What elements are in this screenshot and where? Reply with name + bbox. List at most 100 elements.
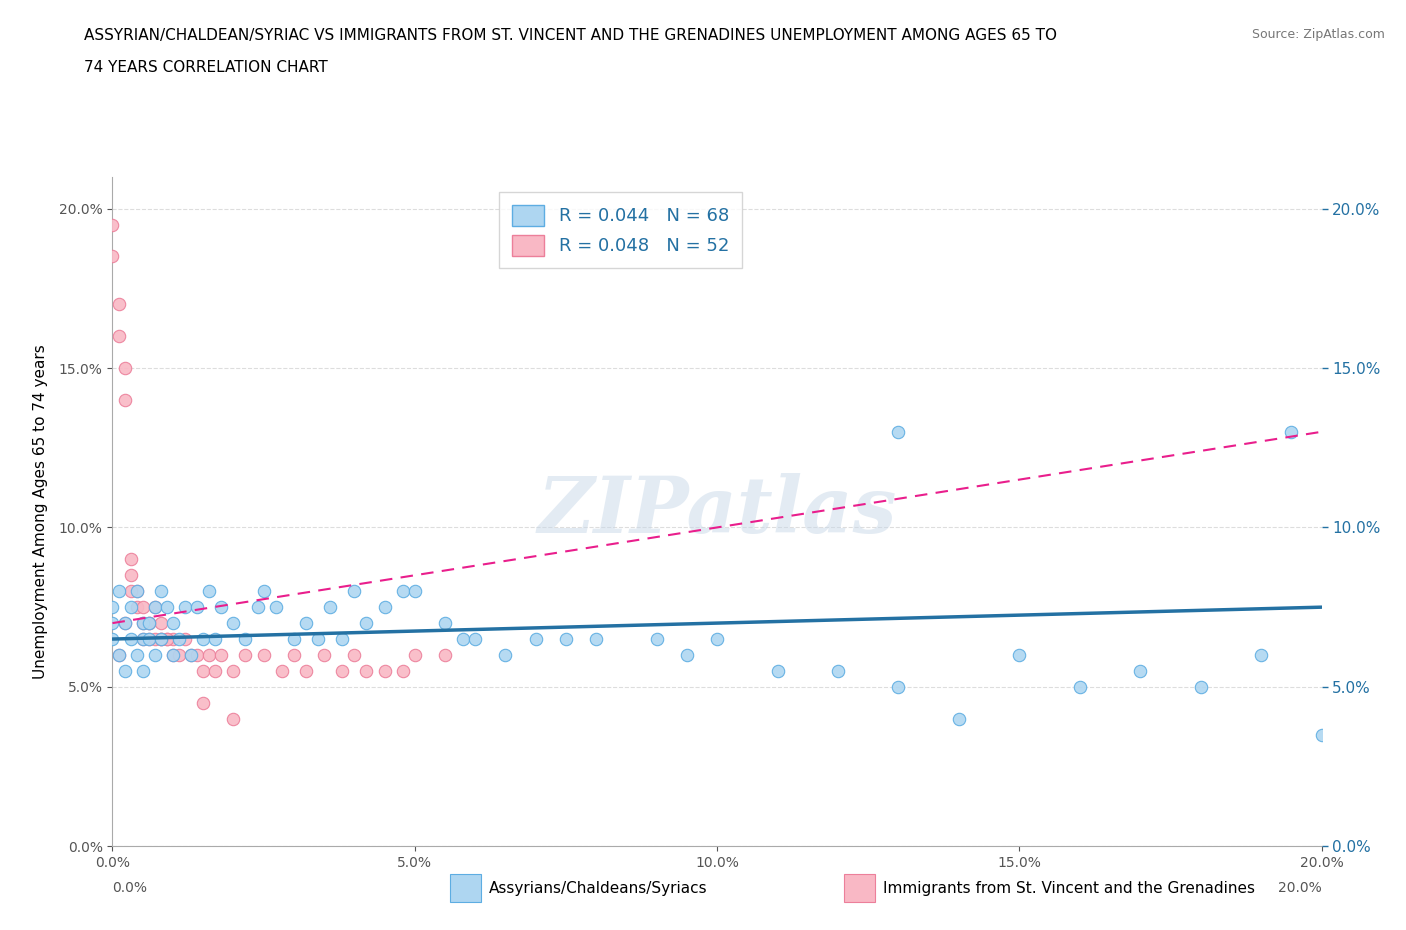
Point	[120, 584, 142, 599]
Point	[156, 631, 179, 646]
Point	[246, 600, 269, 615]
Point	[374, 663, 396, 678]
Point	[186, 647, 208, 662]
Point	[107, 328, 129, 343]
Point	[204, 631, 226, 646]
Point	[143, 631, 166, 646]
Point	[125, 647, 148, 662]
Point	[162, 647, 184, 662]
Point	[1129, 663, 1152, 678]
Text: Immigrants from St. Vincent and the Grenadines: Immigrants from St. Vincent and the Gren…	[883, 881, 1256, 896]
Point	[204, 663, 226, 678]
Point	[391, 584, 413, 599]
Point	[209, 647, 232, 662]
Point	[143, 600, 166, 615]
Point	[101, 631, 124, 646]
Point	[180, 647, 202, 662]
Point	[283, 647, 305, 662]
Point	[101, 616, 124, 631]
Point	[186, 600, 208, 615]
Point	[180, 647, 202, 662]
Point	[107, 297, 129, 312]
Point	[167, 631, 190, 646]
Point	[675, 647, 697, 662]
Point	[948, 711, 970, 726]
Point	[307, 631, 329, 646]
Point	[143, 600, 166, 615]
Point	[107, 647, 129, 662]
Point	[132, 663, 155, 678]
Point	[114, 663, 136, 678]
Point	[270, 663, 292, 678]
Point	[174, 631, 197, 646]
Point	[162, 631, 184, 646]
Point	[114, 361, 136, 376]
Point	[125, 600, 148, 615]
Point	[132, 616, 155, 631]
Point	[253, 584, 276, 599]
Point	[114, 392, 136, 407]
Point	[766, 663, 789, 678]
Point	[343, 647, 366, 662]
Point	[114, 616, 136, 631]
Point	[585, 631, 607, 646]
Text: 74 YEARS CORRELATION CHART: 74 YEARS CORRELATION CHART	[84, 60, 328, 75]
Point	[107, 584, 129, 599]
Point	[222, 711, 245, 726]
Point	[132, 600, 155, 615]
Point	[149, 631, 172, 646]
Point	[404, 584, 426, 599]
Point	[464, 631, 486, 646]
Text: 0.0%: 0.0%	[112, 881, 148, 896]
Point	[114, 616, 136, 631]
Point	[101, 249, 124, 264]
Point	[887, 680, 910, 695]
Point	[138, 616, 160, 631]
Point	[433, 647, 456, 662]
Point	[156, 600, 179, 615]
Point	[554, 631, 576, 646]
Point	[149, 631, 172, 646]
Point	[156, 631, 179, 646]
Point	[222, 663, 245, 678]
Point	[101, 217, 124, 232]
Point	[132, 631, 155, 646]
Text: ZIPatlas: ZIPatlas	[537, 473, 897, 550]
Point	[253, 647, 276, 662]
Point	[162, 647, 184, 662]
Point	[391, 663, 413, 678]
Text: 20.0%: 20.0%	[1278, 881, 1322, 896]
Point	[1189, 680, 1212, 695]
Point	[433, 616, 456, 631]
Point	[107, 647, 129, 662]
Point	[1250, 647, 1272, 662]
Point	[149, 584, 172, 599]
Point	[138, 631, 160, 646]
Point	[120, 600, 142, 615]
Point	[356, 663, 378, 678]
Point	[162, 616, 184, 631]
Point	[264, 600, 287, 615]
Point	[120, 551, 142, 566]
Point	[125, 584, 148, 599]
Point	[374, 600, 396, 615]
Point	[191, 696, 214, 711]
Y-axis label: Unemployment Among Ages 65 to 74 years: Unemployment Among Ages 65 to 74 years	[32, 344, 48, 679]
Point	[1279, 424, 1302, 439]
Point	[524, 631, 547, 646]
Point	[167, 647, 190, 662]
Point	[1008, 647, 1031, 662]
Point	[191, 631, 214, 646]
Point	[319, 600, 342, 615]
Point	[295, 616, 318, 631]
Point	[235, 631, 257, 646]
Point	[101, 600, 124, 615]
Point	[314, 647, 336, 662]
Point	[1069, 680, 1091, 695]
Point	[645, 631, 668, 646]
Point	[1310, 727, 1333, 742]
Point	[887, 424, 910, 439]
Text: Source: ZipAtlas.com: Source: ZipAtlas.com	[1251, 28, 1385, 41]
Point	[295, 663, 318, 678]
Point	[235, 647, 257, 662]
